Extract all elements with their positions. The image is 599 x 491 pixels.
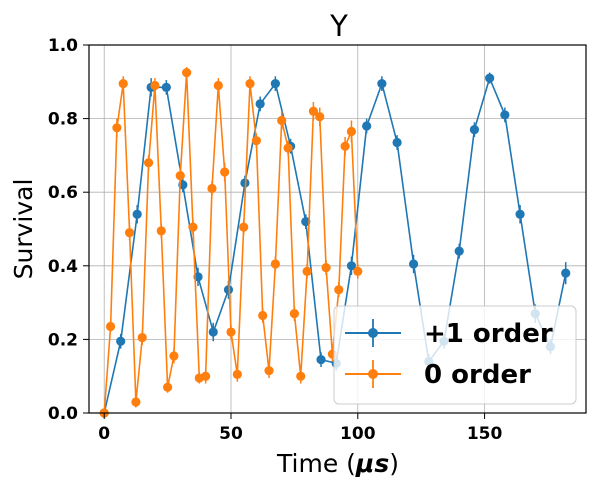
y-tick-label: 0.8 <box>48 110 78 130</box>
data-point <box>182 68 192 78</box>
data-point <box>137 332 147 343</box>
data-point <box>255 99 265 109</box>
data-point <box>226 327 236 337</box>
data-point <box>315 112 325 122</box>
y-tick-label: 0.2 <box>48 330 78 350</box>
x-tick-label: 0 <box>98 424 110 444</box>
data-point <box>283 143 293 153</box>
y-tick-label: 0.4 <box>48 257 78 277</box>
y-axis-label: Survival <box>9 179 38 280</box>
data-point <box>258 310 268 321</box>
data-point <box>232 369 242 379</box>
x-tick-label: 150 <box>467 424 503 444</box>
data-point <box>124 228 135 238</box>
chart-title: Y <box>329 9 348 43</box>
data-point <box>112 123 122 133</box>
data-point <box>188 222 198 232</box>
x-tick-label: 100 <box>340 424 376 444</box>
data-point <box>207 183 217 194</box>
data-point <box>131 397 141 407</box>
series-layer <box>99 67 571 418</box>
data-point <box>105 321 116 332</box>
data-point <box>277 115 287 126</box>
data-point <box>362 121 372 131</box>
data-point <box>161 82 171 92</box>
data-point <box>500 110 510 120</box>
data-point <box>515 209 525 219</box>
data-point <box>321 263 331 273</box>
data-point <box>316 355 326 365</box>
y-tick-label: 0.0 <box>48 404 78 424</box>
data-point <box>334 285 344 295</box>
data-point <box>296 371 306 381</box>
y-tick-label: 1.0 <box>48 36 78 56</box>
data-point <box>213 80 223 91</box>
data-point <box>308 106 319 116</box>
data-point <box>377 79 387 89</box>
data-point <box>245 79 255 89</box>
legend-box <box>333 305 577 405</box>
data-point <box>289 309 299 319</box>
data-point <box>239 222 249 232</box>
data-point <box>220 167 230 177</box>
data-point <box>346 126 357 137</box>
series-1 <box>99 67 363 418</box>
legend-marker <box>368 369 378 379</box>
data-point <box>469 125 480 135</box>
data-point <box>392 137 402 148</box>
data-point <box>132 209 142 219</box>
data-point <box>408 259 419 269</box>
data-point <box>143 158 154 168</box>
data-point <box>270 259 280 269</box>
legend-label: +1 order <box>424 319 553 349</box>
data-point <box>163 382 173 392</box>
data-point <box>302 266 312 276</box>
plot-frame <box>88 44 587 414</box>
axis-ticks: 0 50 100 150 0.0 0.2 0.4 0.6 0.8 1.0 <box>48 36 503 444</box>
data-point <box>156 226 166 236</box>
data-point <box>223 285 234 295</box>
data-point <box>270 79 280 89</box>
legend: +1 order 0 order <box>333 305 577 405</box>
data-point <box>264 366 274 376</box>
data-point <box>353 266 363 276</box>
legend-marker <box>368 328 378 338</box>
data-point <box>485 73 495 83</box>
data-point <box>301 217 311 227</box>
x-axis-label: Time (μs) <box>276 449 399 478</box>
data-point <box>116 336 126 346</box>
data-point <box>346 261 357 271</box>
y-tick-label: 0.6 <box>48 183 78 203</box>
data-point <box>340 141 350 151</box>
data-point <box>454 246 464 256</box>
data-point <box>251 136 261 146</box>
data-point <box>208 327 218 337</box>
data-point <box>150 80 160 91</box>
data-point <box>118 79 128 89</box>
data-point <box>175 171 185 181</box>
data-point <box>561 268 571 278</box>
data-point <box>201 371 211 381</box>
x-tick-label: 50 <box>219 424 243 444</box>
data-point <box>169 351 179 361</box>
legend-label: 0 order <box>424 360 531 390</box>
